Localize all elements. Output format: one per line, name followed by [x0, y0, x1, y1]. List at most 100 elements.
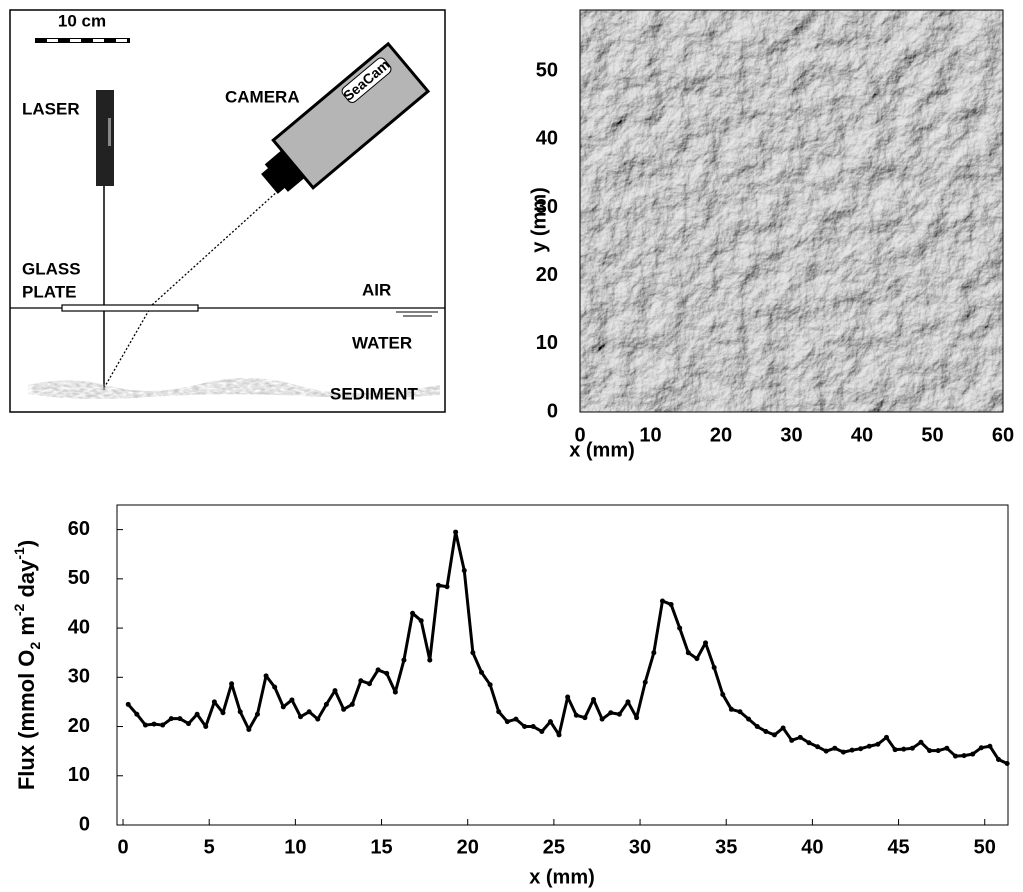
flux-point	[177, 716, 183, 722]
flux-point	[220, 710, 226, 716]
flux-point	[392, 689, 398, 695]
flux-point	[254, 711, 260, 717]
flux-point	[780, 725, 786, 731]
flux-point	[522, 724, 528, 730]
air-label: AIR	[362, 280, 391, 299]
flux-point	[160, 722, 166, 728]
flux-point	[142, 722, 148, 728]
water-label: WATER	[352, 333, 412, 352]
flux-point	[616, 711, 622, 717]
x-axis-title: x (mm)	[569, 439, 635, 461]
flux-point	[625, 699, 631, 705]
y-axis-title-part: )	[14, 540, 39, 547]
y-axis-title-part: m	[14, 616, 39, 642]
flux-point	[685, 650, 691, 656]
flux-point	[858, 746, 864, 752]
x-tick-label: 45	[887, 836, 909, 858]
flux-point	[194, 711, 200, 717]
y-tick-label: 30	[536, 196, 558, 218]
flux-point	[246, 726, 252, 732]
y-axis-title-part: -2	[11, 603, 27, 616]
flux-point	[375, 667, 381, 673]
flux-point	[789, 737, 795, 743]
flux-point	[479, 669, 484, 675]
flux-point	[651, 650, 657, 656]
flux-point	[720, 692, 726, 698]
flux-point	[504, 719, 510, 725]
y-axis-title: y (mm)	[528, 187, 550, 253]
flux-point	[444, 584, 450, 590]
flux-point	[530, 724, 536, 730]
flux-point	[901, 746, 907, 752]
camera-label: CAMERA	[225, 87, 300, 106]
y-tick-label: 10	[536, 332, 558, 354]
flux-point	[427, 657, 433, 663]
flux-point	[539, 728, 545, 734]
flux-point	[840, 749, 846, 755]
flux-point	[134, 711, 140, 717]
flux-point	[737, 709, 743, 715]
flux-point	[263, 673, 269, 679]
x-tick-label: 50	[974, 836, 996, 858]
y-tick-label: 20	[68, 715, 90, 737]
flux-frame	[116, 504, 1009, 826]
flux-point	[384, 670, 390, 676]
flux-point	[151, 721, 157, 727]
x-tick-label: 10	[639, 424, 661, 446]
flux-point	[677, 625, 683, 631]
flux-point	[952, 753, 958, 759]
flux-point	[168, 716, 174, 722]
y-tick-label: 30	[68, 666, 90, 688]
y-axis-title-part: -1	[11, 547, 27, 560]
flux-point	[927, 748, 933, 754]
flux-point	[806, 740, 812, 746]
flux-point	[556, 732, 562, 738]
flux-point	[754, 724, 760, 730]
y-axis-title-part: Flux (mmol O	[14, 650, 39, 791]
flux-point	[582, 715, 588, 721]
y-axis-title-part: 2	[27, 642, 43, 650]
flux-point	[237, 709, 243, 715]
x-tick-label: 60	[992, 424, 1014, 446]
flux-point	[935, 748, 941, 754]
flux-point	[892, 747, 898, 753]
flux-point	[694, 656, 700, 662]
flux-point	[186, 721, 192, 727]
flux-point	[349, 701, 355, 707]
y-tick-label: 0	[79, 813, 90, 835]
x-tick-label: 30	[780, 424, 802, 446]
x-tick-label: 20	[457, 836, 479, 858]
y-tick-label: 40	[68, 616, 90, 638]
x-tick-label: 5	[204, 836, 215, 858]
flux-point	[1004, 760, 1010, 766]
surface-image	[580, 10, 1003, 412]
setup-diagram: 10 cm LASER CAMERA SeaCam GLASS PLATE AI…	[9, 9, 446, 413]
flux-point	[470, 650, 476, 656]
flux-point	[771, 732, 777, 738]
flux-point	[608, 710, 614, 716]
x-tick-label: 10	[284, 836, 306, 858]
flux-point	[746, 716, 752, 722]
flux-point	[323, 701, 329, 707]
flux-point	[125, 701, 131, 707]
flux-point	[332, 688, 338, 694]
y-tick-label: 60	[68, 518, 90, 540]
flux-point	[203, 724, 209, 730]
flux-point	[211, 699, 217, 705]
laser-detail	[108, 118, 111, 146]
flux-point	[418, 618, 424, 624]
flux-point	[642, 679, 648, 685]
flux-point	[832, 745, 838, 751]
flux-point	[711, 664, 717, 670]
y-axis-title-part: day	[14, 559, 39, 604]
x-tick-label: 50	[921, 424, 943, 446]
y-tick-label: 20	[536, 264, 558, 286]
flux-point	[591, 696, 597, 702]
flux-point	[728, 706, 734, 712]
y-tick-label: 10	[68, 764, 90, 786]
y-tick-label: 40	[536, 128, 558, 150]
x-tick-label: 0	[117, 836, 128, 858]
flux-point	[341, 706, 347, 712]
flux-point	[961, 753, 967, 759]
flux-point	[978, 745, 984, 751]
